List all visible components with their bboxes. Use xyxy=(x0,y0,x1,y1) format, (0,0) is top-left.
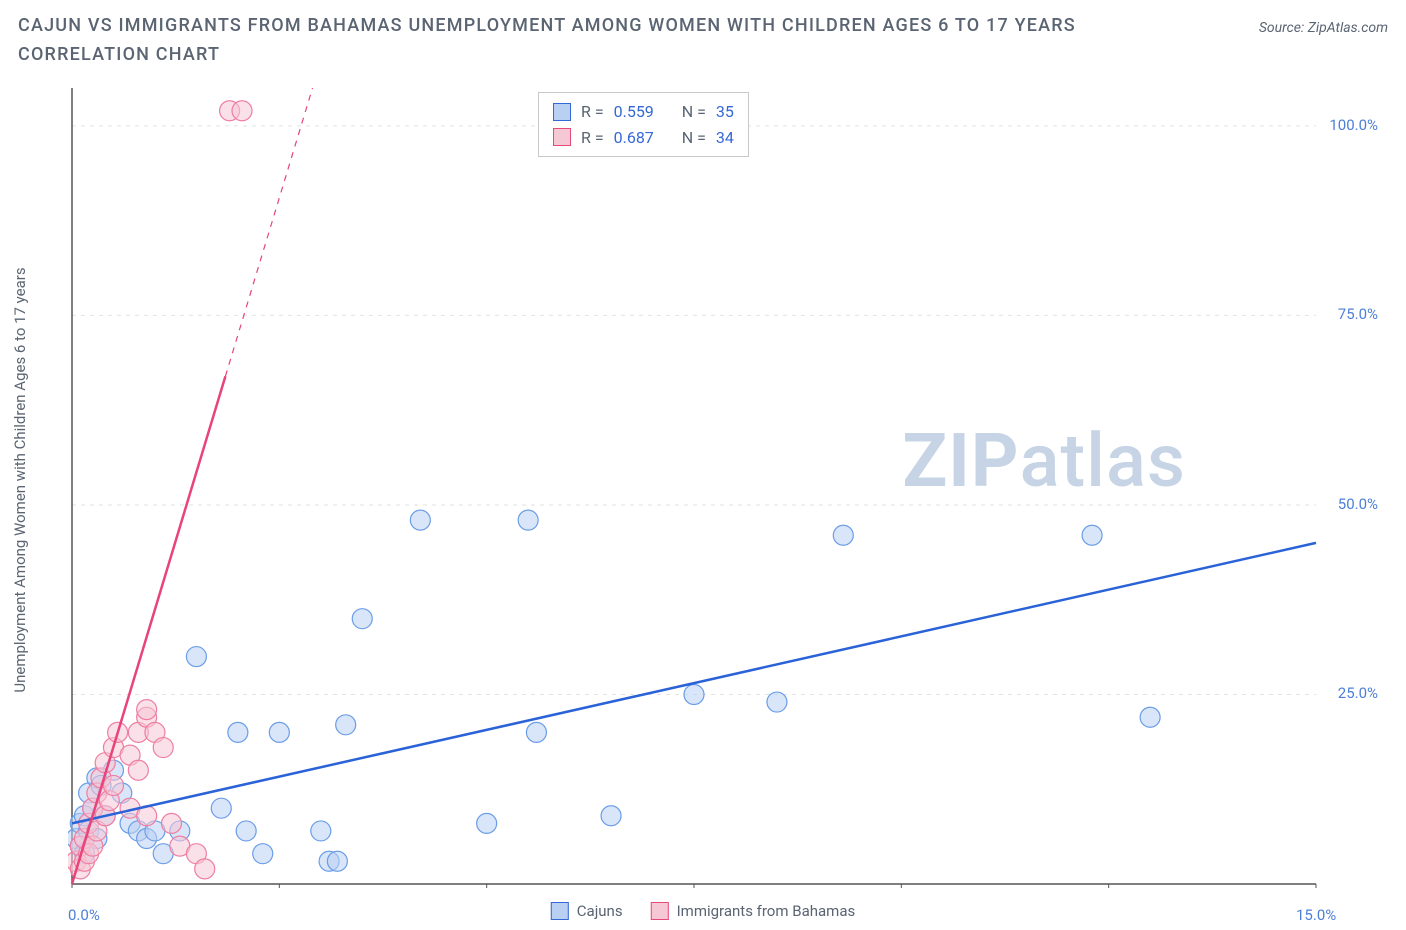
x-tick-min: 0.0% xyxy=(68,906,100,924)
r-value: 0.687 xyxy=(614,125,654,151)
r-label: R = xyxy=(581,125,604,151)
source-label: Source: ZipAtlas.com xyxy=(1259,20,1388,36)
legend-label-bahamas: Immigrants from Bahamas xyxy=(677,902,856,920)
stats-swatch xyxy=(553,103,571,121)
legend-label-cajuns: Cajuns xyxy=(577,902,623,920)
scatter-plot xyxy=(68,88,1386,888)
stats-row: R = 0.687 N = 34 xyxy=(553,125,734,151)
r-label: R = xyxy=(581,99,604,125)
y-tick-label: 75.0% xyxy=(1338,305,1378,323)
n-label: N = xyxy=(682,99,706,125)
y-tick-label: 100.0% xyxy=(1329,116,1378,134)
legend-item-bahamas: Immigrants from Bahamas xyxy=(651,902,856,920)
stats-row: R = 0.559 N = 35 xyxy=(553,99,734,125)
chart-area: ZIPatlas 25.0%50.0%75.0%100.0% xyxy=(68,88,1386,888)
series-legend: Cajuns Immigrants from Bahamas xyxy=(551,902,855,920)
swatch-bahamas xyxy=(651,902,669,920)
n-value: 35 xyxy=(716,99,734,125)
n-value: 34 xyxy=(716,125,734,151)
n-label: N = xyxy=(682,125,706,151)
header: CAJUN VS IMMIGRANTS FROM BAHAMAS UNEMPLO… xyxy=(18,12,1388,70)
swatch-cajuns xyxy=(551,902,569,920)
y-axis-label: Unemployment Among Women with Children A… xyxy=(11,267,29,692)
y-tick-label: 50.0% xyxy=(1338,495,1378,513)
stats-legend: R = 0.559 N = 35 R = 0.687 N = 34 xyxy=(538,92,749,157)
stats-swatch xyxy=(553,128,571,146)
legend-item-cajuns: Cajuns xyxy=(551,902,623,920)
r-value: 0.559 xyxy=(614,99,654,125)
x-tick-max: 15.0% xyxy=(1296,906,1336,924)
chart-title: CAJUN VS IMMIGRANTS FROM BAHAMAS UNEMPLO… xyxy=(18,12,1118,70)
y-tick-label: 25.0% xyxy=(1338,684,1378,702)
